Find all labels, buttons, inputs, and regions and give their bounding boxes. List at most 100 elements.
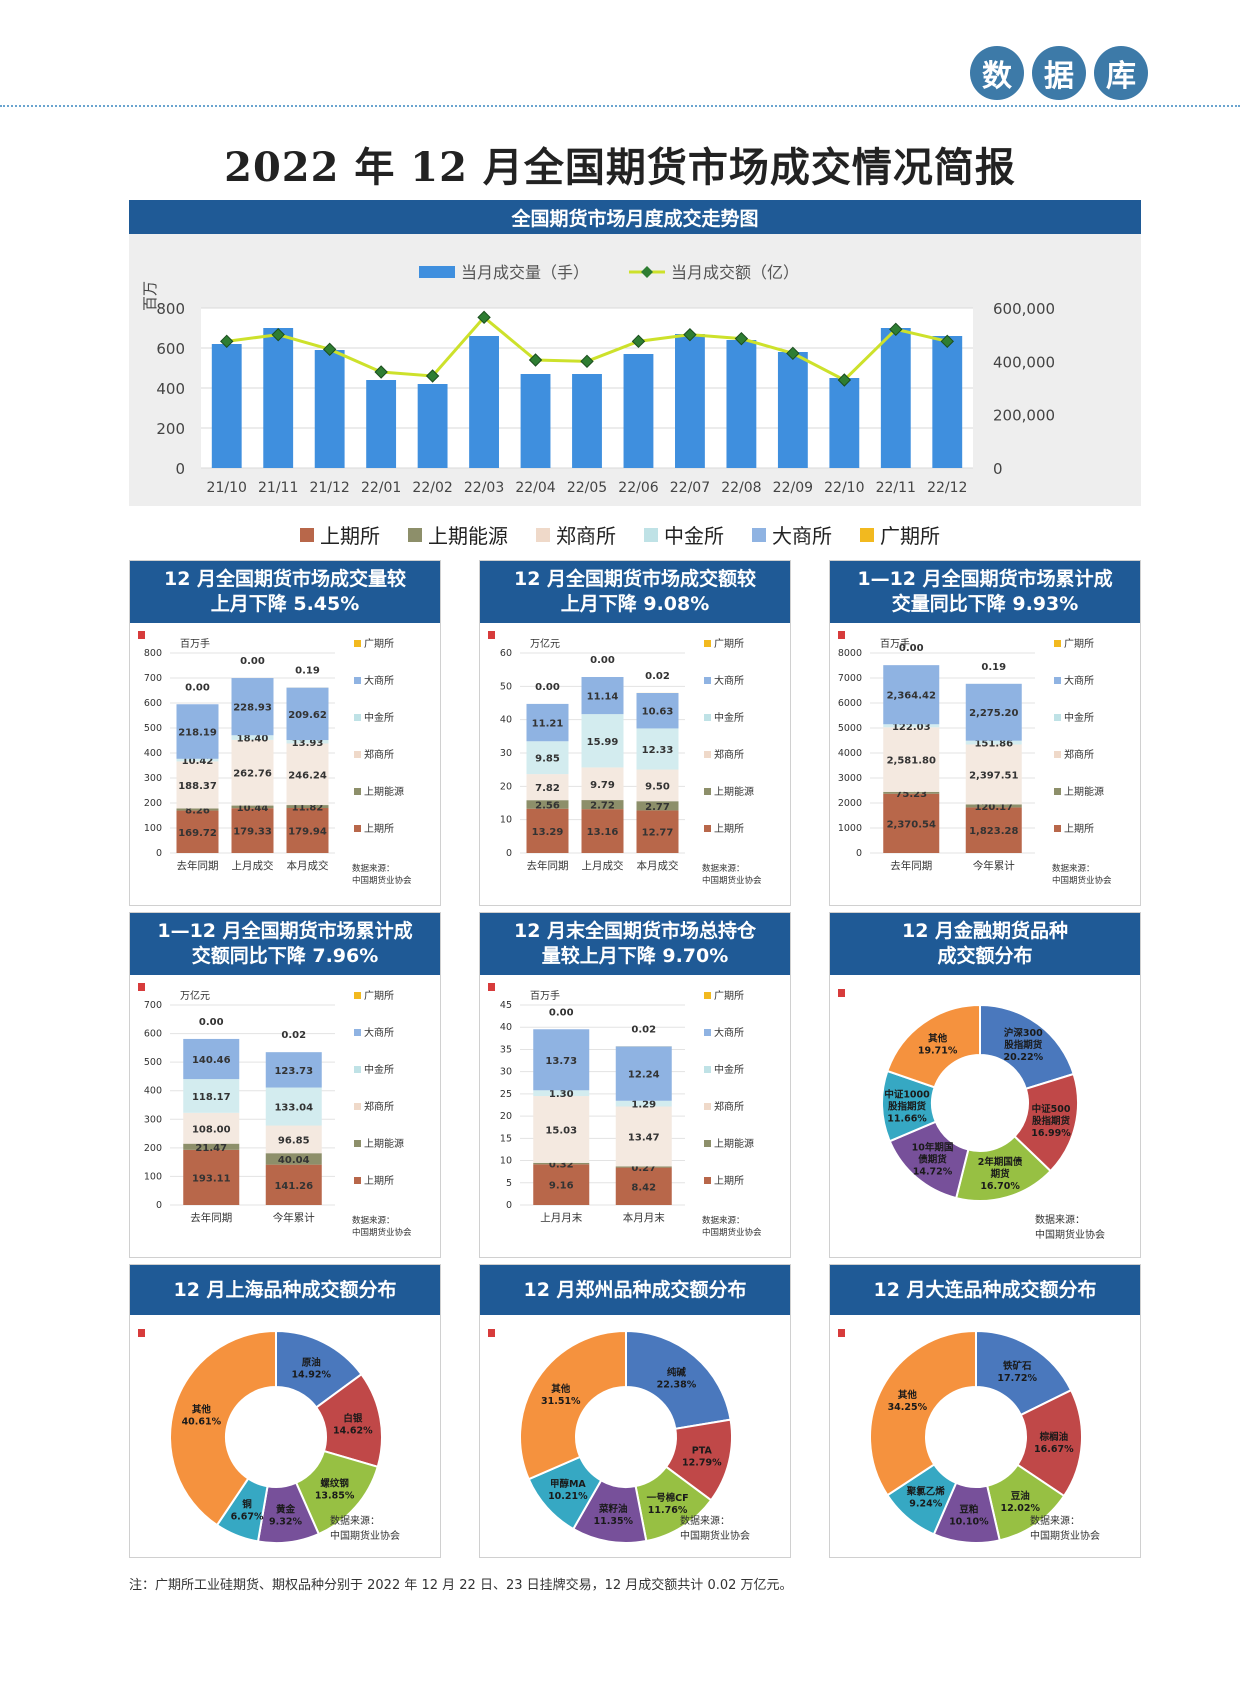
source-value: 中国期货业协会 (352, 875, 412, 886)
data-label: 18.40 (237, 734, 269, 745)
data-label: 2,397.51 (969, 770, 1018, 781)
data-label: 12.77 (642, 828, 674, 839)
bar-segment (533, 1162, 590, 1165)
legend-label: 上期所 (1064, 823, 1094, 835)
panel-title: 12 月全国期货市场成交额较 上月下降 9.08% (480, 561, 790, 623)
y-tick: 2000 (838, 798, 862, 809)
legend-label: 广期所 (714, 990, 744, 1002)
data-label: 15.99 (587, 737, 619, 748)
data-label: 10.42 (182, 756, 214, 767)
volume-bar (932, 336, 963, 468)
legend-swatch (354, 751, 361, 758)
data-label: 8.42 (631, 1182, 656, 1193)
y-tick: 0 (506, 848, 512, 859)
bar-segment (636, 769, 679, 802)
volume-bar (726, 340, 757, 468)
legend-swatch (354, 640, 361, 647)
legend-swatch (860, 527, 874, 542)
stamp-icon (488, 983, 495, 991)
data-label: 75.23 (895, 789, 927, 800)
legend-label: 上期所 (714, 1175, 744, 1187)
panel-title-line1: 12 月全国期货市场成交量较 (163, 568, 407, 590)
x-tick: 22/02 (412, 480, 452, 496)
x-tick: 22/04 (515, 480, 555, 496)
legend-swatch (354, 677, 361, 684)
legend-item: 中金所 (644, 520, 724, 549)
data-label: 0.00 (185, 682, 210, 693)
y-tick: 25 (500, 1089, 512, 1100)
bar-segment (176, 808, 219, 811)
bar-segment (533, 1164, 590, 1205)
slice-label: 豆油 (1011, 1490, 1030, 1502)
legend-swatch (354, 992, 361, 999)
y-tick: 700 (144, 673, 162, 684)
bar-segment (581, 800, 624, 810)
legend-swatch (1054, 788, 1061, 795)
source-label: 数据来源： (680, 1514, 730, 1527)
bar-segment (636, 728, 679, 770)
panel-title: 12 月大连品种成交额分布 (830, 1265, 1140, 1315)
legend-swatch (408, 527, 422, 542)
legend-label: 上期所 (364, 823, 394, 835)
slice-percent: 12.79% (682, 1457, 722, 1468)
source-value: 中国期货业协会 (680, 1529, 750, 1542)
y-tick: 300 (144, 773, 162, 784)
y-tick: 700 (144, 1000, 162, 1011)
bar-segment (965, 683, 1022, 741)
volume-bar (366, 380, 397, 468)
data-label: 13.29 (532, 827, 564, 838)
bar-segment (965, 807, 1022, 853)
data-label: 179.33 (233, 827, 272, 838)
exchange-legend: 上期所 上期能源 郑商所 中金所 大商所 广期所 (0, 520, 1240, 549)
slice-label: 铜 (242, 1498, 252, 1510)
panel-title-line1: 12 月金融期货品种 (901, 920, 1069, 942)
data-label: 123.73 (274, 1066, 313, 1077)
legend-swatch (704, 714, 711, 721)
y-tick-left: 600 (156, 340, 185, 358)
bar-segment (231, 678, 274, 736)
legend-label: 广期所 (880, 524, 940, 548)
data-label: 120.17 (974, 802, 1013, 813)
y-tick: 40 (500, 1022, 512, 1033)
legend-swatch (1054, 825, 1061, 832)
data-label: 2.56 (535, 800, 560, 811)
unit-label: 百万手 (180, 637, 210, 650)
slice-percent: 16.70% (980, 1181, 1020, 1192)
data-label: 0.02 (281, 1030, 306, 1041)
source-label: 数据来源： (330, 1514, 380, 1527)
legend-label: 上期所 (364, 1175, 394, 1187)
y-tick-right: 400,000 (993, 353, 1055, 371)
panel-dalian-pie: 12 月大连品种成交额分布 铁矿石 17.72% 棕榈油 16.67% 豆油 12.02%… (829, 1264, 1141, 1558)
stamp-icon (838, 631, 845, 639)
data-label: 133.04 (274, 1103, 313, 1114)
source-value: 中国期货业协会 (702, 875, 762, 886)
bar-segment (265, 1153, 322, 1165)
data-label: 15.03 (545, 1125, 577, 1136)
bar-segment (615, 1166, 672, 1168)
source-label: 数据来源： (1035, 1213, 1085, 1226)
slice-label: 其他 (898, 1389, 918, 1401)
legend-label: 上期能源 (714, 785, 754, 798)
turnover-point (889, 322, 903, 337)
slice-percent: 11.35% (594, 1516, 634, 1527)
pie-slice (869, 1329, 977, 1497)
volume-bar (777, 352, 808, 468)
bar-segment (581, 809, 624, 853)
panel-title-line2: 交额同比下降 7.96% (191, 945, 379, 967)
turnover-point (322, 342, 337, 357)
legend-swatch (300, 527, 314, 542)
slice-label: 豆粕 (959, 1504, 978, 1516)
slice-label: 股指期货 (1032, 1115, 1071, 1127)
volume-bar (314, 350, 345, 468)
x-tick: 去年同期 (177, 859, 219, 872)
slice-label: 菜籽油 (598, 1503, 628, 1515)
panel-title-line1: 12 月末全国期货市场总持仓 (513, 920, 757, 942)
slice-percent: 10.21% (548, 1491, 588, 1502)
legend-swatch (704, 992, 711, 999)
unit-label: 万亿元 (530, 637, 560, 650)
x-tick: 22/06 (618, 480, 658, 496)
slice-label: 2年期国债 (978, 1156, 1023, 1168)
bar-segment (533, 1029, 590, 1091)
legend-swatch (354, 1177, 361, 1184)
data-label: 1.30 (549, 1089, 574, 1100)
